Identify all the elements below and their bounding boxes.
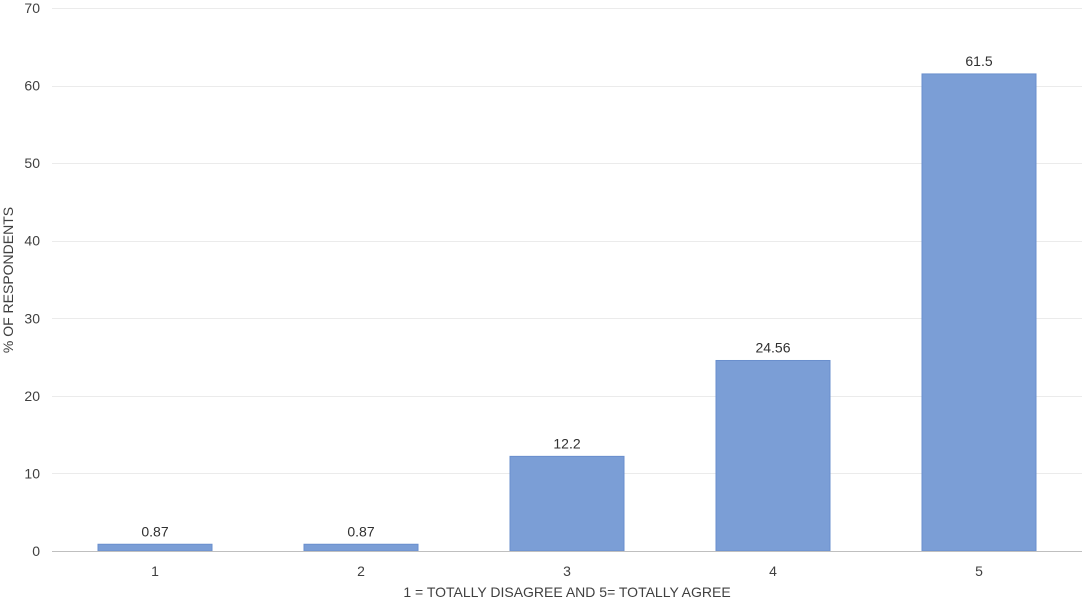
y-tick-label: 60 [24,78,40,94]
bar [303,543,419,552]
y-axis-title: % OF RESPONDENTS [0,207,16,353]
x-tick-label: 3 [563,563,571,579]
x-tick-label: 1 [151,563,159,579]
data-label: 24.56 [755,339,790,355]
x-tick-label: 4 [769,563,777,579]
axes: 0 10 20 30 40 50 60 70 1 2 3 4 5 [24,0,1082,579]
data-label: 0.87 [141,523,168,539]
data-label: 12.2 [553,435,580,451]
bar [509,455,625,552]
y-tick-label: 70 [24,0,40,16]
y-tick-label: 50 [24,155,40,171]
y-tick-label: 0 [32,543,40,559]
x-tick-label: 2 [357,563,365,579]
x-tick-label: 5 [975,563,983,579]
data-label: 61.5 [965,53,992,69]
bars [97,73,1037,552]
y-tick-label: 40 [24,233,40,249]
gridlines [52,8,1082,474]
data-labels: 0.87 0.87 12.2 24.56 61.5 [141,53,992,539]
y-tick-label: 20 [24,388,40,404]
bar [715,359,831,552]
y-tick-label: 30 [24,310,40,326]
x-axis-title: 1 = TOTALLY DISAGREE AND 5= TOTALLY AGRE… [403,584,730,600]
bar [97,543,213,552]
data-label: 0.87 [347,523,374,539]
bar [921,73,1037,552]
y-tick-label: 10 [24,465,40,481]
